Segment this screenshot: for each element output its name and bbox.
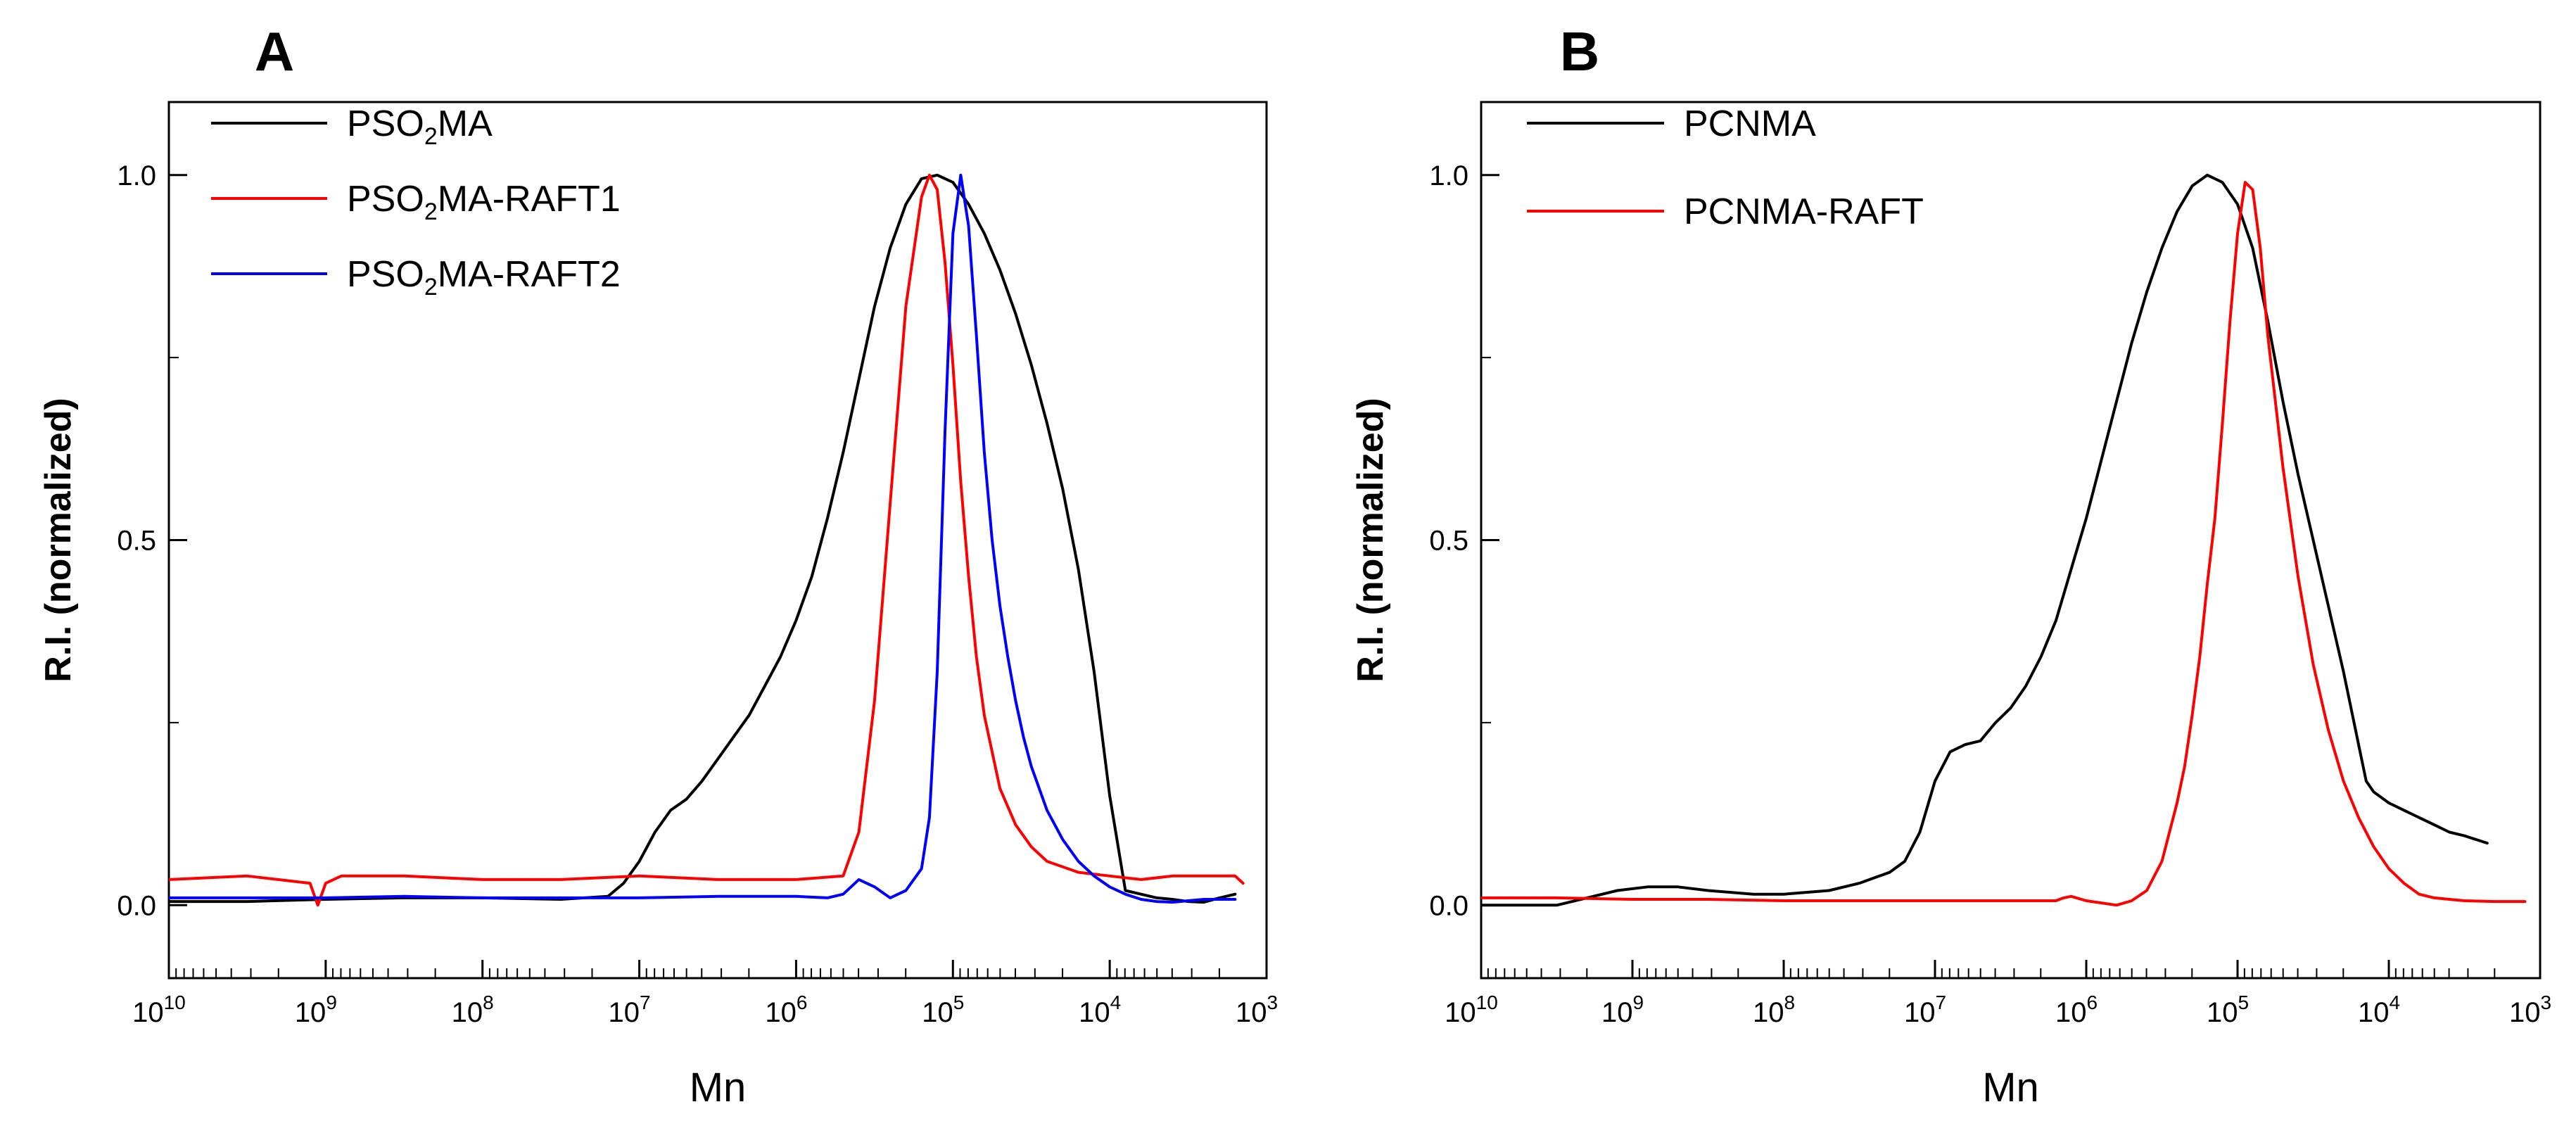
x-axis-label: Mn	[1982, 1065, 2039, 1110]
y-axis-label: R.I. (normalized)	[38, 398, 79, 682]
y-tick-label: 0.0	[1429, 890, 1468, 921]
x-tick-label: 104	[1079, 992, 1121, 1028]
x-tick-label: 107	[1904, 992, 1946, 1028]
x-axis-ticks: 1010 109 108 107 106 105 104 103	[132, 960, 1278, 1028]
panel-label: B	[1560, 20, 1599, 82]
y-tick-label: 0.5	[1429, 526, 1468, 557]
series-line	[169, 173, 1237, 904]
x-tick-label: 103	[1236, 992, 1278, 1028]
x-axis-ticks: 1010 109 108 107 106 105 104 103	[1445, 960, 2551, 1028]
x-tick-label: 105	[2207, 992, 2249, 1028]
legend: PCNMA PCNMA-RAFT	[1527, 103, 1924, 232]
panel-a: 1010 109 108 107 106 105 104 103 0.0 0.5 1.0 Mn R.I.…	[38, 20, 1278, 1110]
series-line	[1481, 173, 2489, 907]
legend: PSO2MA PSO2MA-RAFT1 PSO2MA-RAFT2	[211, 103, 621, 300]
x-axis-label: Mn	[690, 1065, 747, 1110]
x-tick-label: 103	[2509, 992, 2551, 1028]
x-tick-label: 107	[609, 992, 651, 1028]
series-group	[169, 173, 1245, 907]
y-axis-label: R.I. (normalized)	[1350, 398, 1391, 682]
series-group	[1481, 173, 2527, 907]
x-tick-label: 1010	[132, 992, 186, 1028]
x-tick-label: 108	[452, 992, 494, 1028]
x-tick-label: 105	[922, 992, 964, 1028]
y-tick-label: 1.0	[117, 160, 156, 191]
legend-label: PSO2MA	[347, 103, 493, 150]
x-tick-label: 108	[1753, 992, 1795, 1028]
x-tick-label: 104	[2358, 992, 2400, 1028]
panel-label: A	[255, 20, 294, 82]
y-tick-label: 0.0	[117, 890, 156, 921]
panel-b: 1010 109 108 107 106 105 104 103 0.0 0.5 1.0 Mn R.I.…	[1350, 20, 2551, 1110]
plot-frame	[167, 101, 1268, 980]
legend-label: PCNMA-RAFT	[1684, 191, 1924, 232]
series-line	[169, 173, 1237, 904]
x-tick-label: 106	[765, 992, 807, 1028]
y-tick-label: 1.0	[1429, 160, 1468, 191]
x-tick-label: 109	[1601, 992, 1644, 1028]
y-tick-label: 0.5	[117, 526, 156, 557]
legend-label: PCNMA	[1684, 103, 1816, 144]
y-axis-ticks: 0.0 0.5 1.0	[117, 160, 187, 921]
plot-frame	[1480, 101, 2542, 980]
x-tick-label: 109	[295, 992, 337, 1028]
legend-label: PSO2MA-RAFT1	[347, 179, 621, 225]
series-line	[1481, 181, 2527, 907]
x-tick-label: 1010	[1445, 992, 1498, 1028]
legend-label: PSO2MA-RAFT2	[347, 254, 621, 300]
y-axis-ticks: 0.0 0.5 1.0	[1429, 160, 1499, 921]
x-tick-label: 106	[2055, 992, 2098, 1028]
series-line	[169, 173, 1245, 907]
